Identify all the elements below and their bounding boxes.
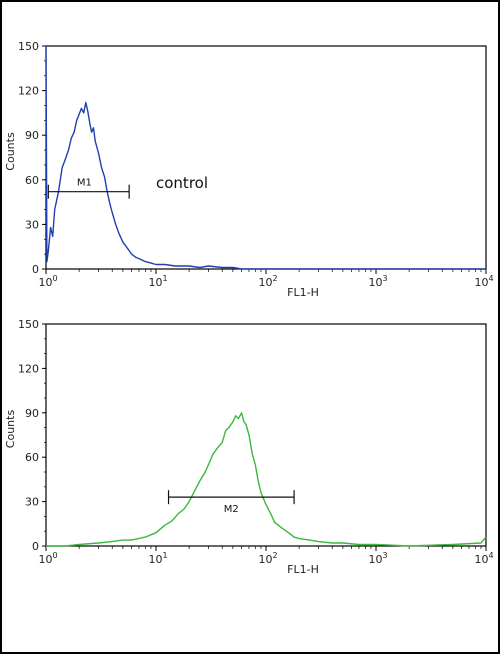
y-tick-label: 60 [25,451,39,464]
x-tick-label: 104 [474,274,493,289]
x-tick-label: 103 [368,274,387,289]
y-axis-title: Counts [4,410,17,449]
x-tick-label: 102 [258,551,277,566]
histogram-series-line [45,45,486,270]
y-tick-label: 90 [25,129,39,142]
x-tick-label: 100 [38,551,57,566]
y-tick-label: 30 [25,218,39,231]
y-tick-label: 150 [18,40,39,53]
histogram-panel-2: 0 30 60 90 120 150 100 101 102 103 104 FL1-H Counts M… [4,318,494,576]
x-tick-label: 103 [368,551,387,566]
x-tick-label: 101 [148,551,167,566]
y-tick-label: 60 [25,174,39,187]
x-tick-label: 104 [474,551,493,566]
gate-label: M2 [224,504,239,515]
histogram-panel-1: 0 30 60 90 120 150 100 101 102 103 104 FL1-H Counts M… [4,40,494,299]
x-axis-title: FL1-H [287,286,319,299]
y-tick-label: 0 [32,540,39,553]
y-tick-label: 30 [25,496,39,509]
x-tick-label: 100 [38,274,57,289]
x-tick-label: 101 [148,274,167,289]
annotation-control-label: control [156,174,208,192]
x-tick-label: 102 [258,274,277,289]
y-tick-label: 120 [18,85,39,98]
histogram-series-line [46,412,487,547]
y-axis-title: Counts [4,132,17,171]
plot-area-frame [45,45,487,270]
gate-label: M1 [77,178,92,189]
y-tick-label: 150 [18,318,39,331]
y-tick-label: 120 [18,362,39,375]
plot-area-frame [45,323,487,547]
x-axis-title: FL1-H [287,563,319,576]
y-tick-label: 90 [25,407,39,420]
y-tick-label: 0 [32,263,39,276]
